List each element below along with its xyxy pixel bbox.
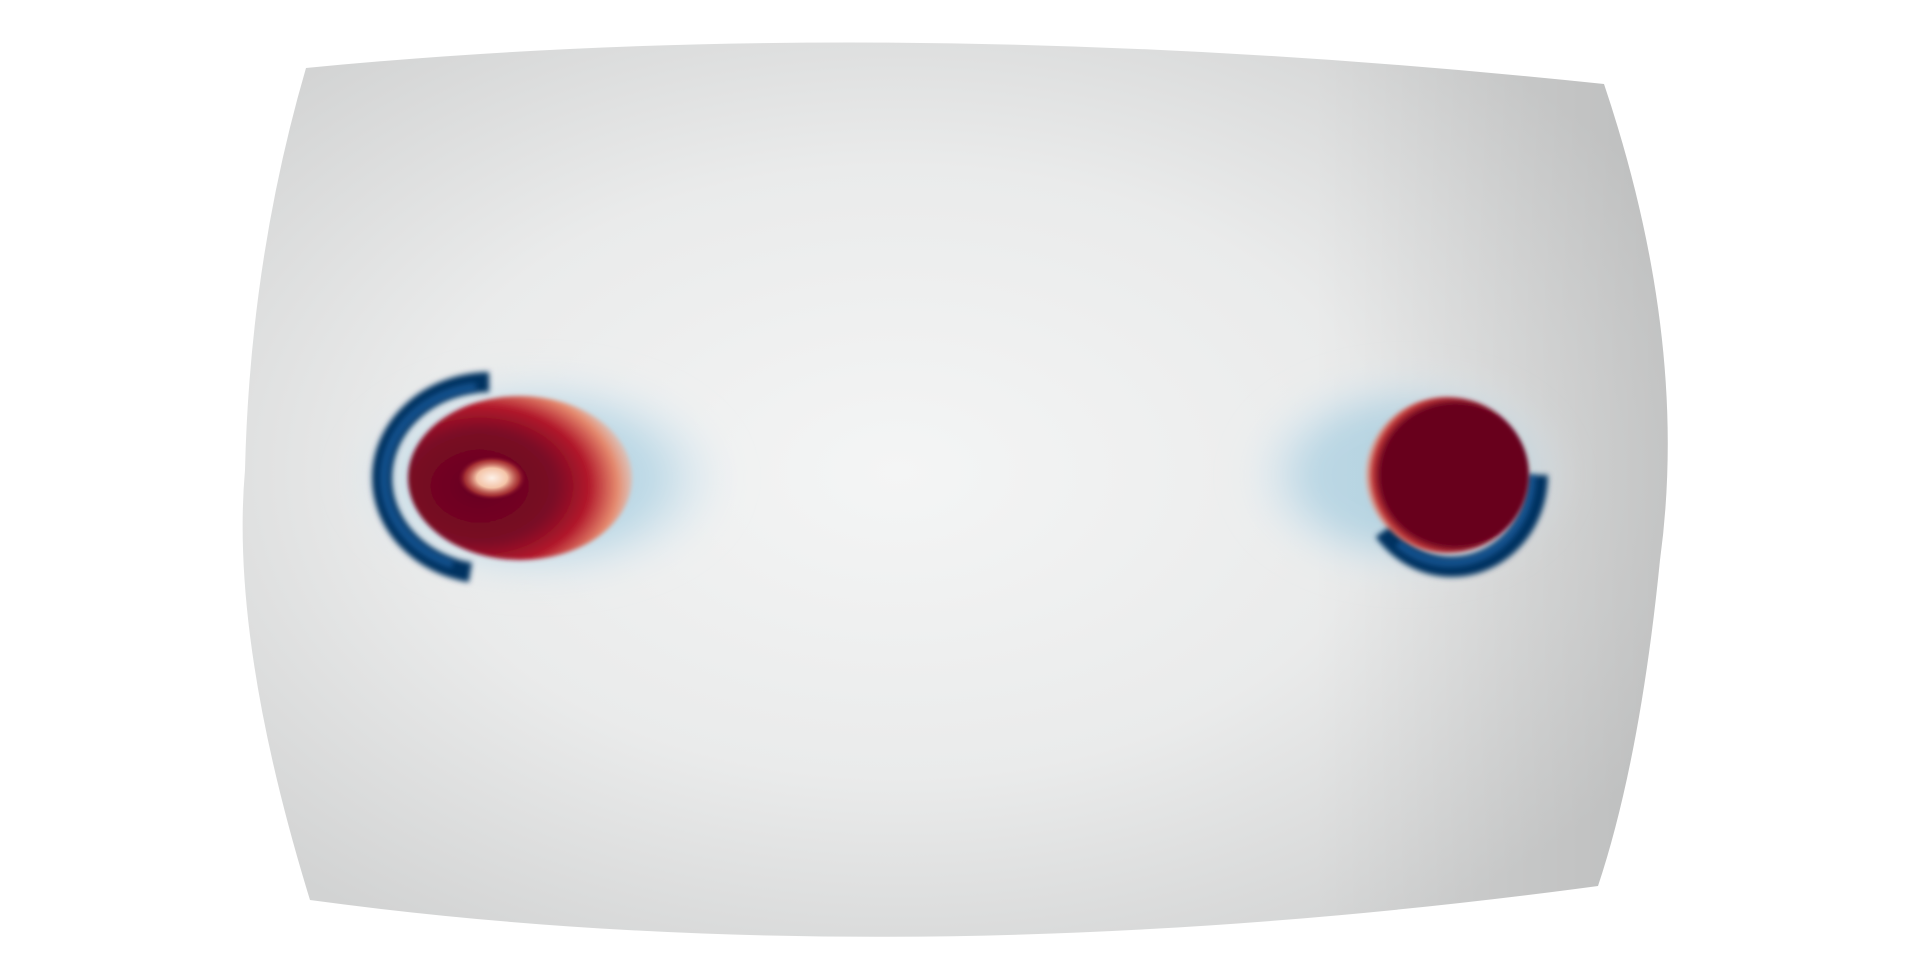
surface-sheet bbox=[242, 42, 1668, 937]
left-vortex-highlight bbox=[458, 456, 526, 500]
left-vortex bbox=[340, 363, 740, 593]
right-vortex bbox=[1235, 365, 1575, 585]
